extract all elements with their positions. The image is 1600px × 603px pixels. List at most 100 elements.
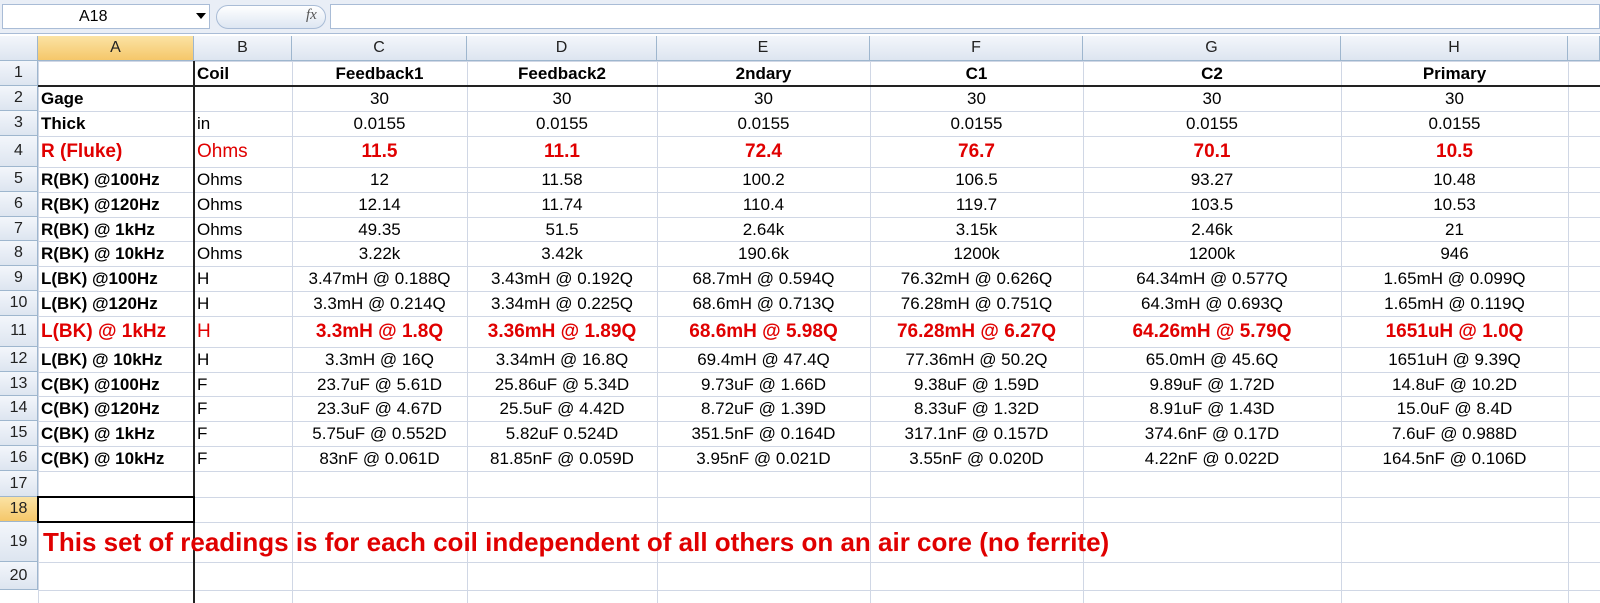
cell[interactable]: 30 xyxy=(552,89,572,108)
cell[interactable]: F xyxy=(197,399,208,418)
cell[interactable]: 76.28mH @ 0.751Q xyxy=(900,294,1053,313)
cell[interactable]: 3.22k xyxy=(358,244,401,263)
cell[interactable]: H xyxy=(197,269,210,288)
cell[interactable]: 10.53 xyxy=(1433,195,1476,214)
note[interactable]: This set of readings is for each coil in… xyxy=(43,527,1110,557)
column-header[interactable]: H xyxy=(1341,36,1568,61)
cell[interactable]: 76.7 xyxy=(958,141,995,162)
cell[interactable]: R(BK) @100Hz xyxy=(41,170,160,189)
cell[interactable]: 1.65mH @ 0.119Q xyxy=(1384,294,1525,313)
cell[interactable]: Primary xyxy=(1422,64,1487,83)
row-header[interactable]: 6 xyxy=(0,192,38,217)
cell[interactable]: 9.73uF @ 1.66D xyxy=(701,374,826,394)
cell[interactable]: 1200k xyxy=(953,244,1000,263)
cell[interactable]: 1.65mH @ 0.099Q xyxy=(1383,269,1526,288)
cell[interactable]: F xyxy=(197,424,208,443)
row-header[interactable]: 13 xyxy=(0,372,38,396)
row-header[interactable]: 1 xyxy=(0,61,38,86)
row-header[interactable]: 3 xyxy=(0,111,38,136)
cell[interactable]: 8.72uF @ 1.39D xyxy=(701,399,826,418)
cell[interactable]: 70.1 xyxy=(1193,141,1231,162)
column-header[interactable]: D xyxy=(467,36,657,61)
cell[interactable]: 1200k xyxy=(1188,244,1236,263)
cell[interactable]: 164.5nF @ 0.106D xyxy=(1382,449,1527,468)
cell[interactable]: 12.14 xyxy=(358,195,401,214)
cell[interactable]: 1651uH @ 1.0Q xyxy=(1385,321,1524,342)
cell[interactable]: 10.5 xyxy=(1436,141,1473,162)
cell[interactable]: 119.7 xyxy=(955,195,998,214)
row-header[interactable]: 2 xyxy=(0,86,38,111)
cell[interactable]: 0.0155 xyxy=(353,114,406,133)
cell[interactable]: 1651uH @ 9.39Q xyxy=(1388,350,1521,369)
cell[interactable]: H xyxy=(197,350,210,369)
cell[interactable]: C2 xyxy=(1201,64,1223,83)
cell[interactable]: 30 xyxy=(967,89,986,108)
cell[interactable]: Feedback2 xyxy=(518,64,606,83)
cell[interactable]: 11.1 xyxy=(544,141,580,162)
cell[interactable]: 103.5 xyxy=(1190,195,1234,214)
cell[interactable]: 83nF @ 0.061D xyxy=(319,449,440,468)
cell[interactable]: 25.5uF @ 4.42D xyxy=(499,399,625,418)
cell[interactable]: 3.34mH @ 0.225Q xyxy=(491,294,633,313)
cell[interactable]: R (Fluke) xyxy=(41,141,123,162)
cell[interactable]: 93.27 xyxy=(1190,170,1234,189)
cell[interactable]: 351.5nF @ 0.164D xyxy=(691,424,836,443)
cell[interactable]: 9.38uF @ 1.59D xyxy=(914,374,1039,394)
cell[interactable]: 7.6uF @ 0.988D xyxy=(1392,424,1517,443)
cell[interactable]: 64.34mH @ 0.577Q xyxy=(1136,269,1288,288)
row-header[interactable]: 15 xyxy=(0,421,38,446)
cell[interactable]: 76.32mH @ 0.626Q xyxy=(900,269,1053,288)
cell[interactable]: 3.55nF @ 0.020D xyxy=(909,449,1044,468)
row-header[interactable]: 10 xyxy=(0,291,38,316)
cell[interactable]: 21 xyxy=(1445,219,1464,239)
cell[interactable]: Ohms xyxy=(197,244,243,263)
cell[interactable]: 76.28mH @ 6.27Q xyxy=(896,321,1056,342)
cell[interactable]: Thick xyxy=(41,114,86,133)
cell[interactable]: C(BK) @ 1kHz xyxy=(41,424,155,443)
cell[interactable]: Coil xyxy=(197,64,230,83)
row-header[interactable]: 4 xyxy=(0,136,38,167)
row-header[interactable]: 8 xyxy=(0,241,38,266)
cell[interactable]: 68.6mH @ 5.98Q xyxy=(689,321,838,342)
cell[interactable]: 3.15k xyxy=(955,219,998,239)
cell[interactable]: 3.3mH @ 0.214Q xyxy=(313,294,446,313)
cell[interactable]: C(BK) @120Hz xyxy=(41,399,160,418)
cell[interactable]: 3.34mH @ 16.8Q xyxy=(495,350,629,369)
cell[interactable]: 68.6mH @ 0.713Q xyxy=(692,294,835,313)
cell[interactable]: Ohms xyxy=(197,170,243,189)
cell[interactable]: 65.0mH @ 45.6Q xyxy=(1145,350,1279,369)
cell[interactable]: C(BK) @ 10kHz xyxy=(41,449,165,468)
cell[interactable]: L(BK) @ 1kHz xyxy=(41,321,167,342)
cell[interactable]: 30 xyxy=(1202,89,1222,108)
cell[interactable]: Ohms xyxy=(197,141,248,162)
cell[interactable]: 2ndary xyxy=(735,64,792,83)
cell[interactable]: R(BK) @120Hz xyxy=(41,195,160,214)
column-header[interactable]: A xyxy=(38,36,194,61)
row-header[interactable]: 16 xyxy=(0,446,38,471)
cell[interactable]: R(BK) @ 1kHz xyxy=(41,219,155,239)
cell[interactable]: 0.0155 xyxy=(1428,114,1481,133)
dropdown-arrow[interactable] xyxy=(196,13,206,19)
cell[interactable]: Feedback1 xyxy=(335,64,424,83)
cell[interactable]: 64.3mH @ 0.693Q xyxy=(1141,294,1283,313)
cell[interactable]: 12 xyxy=(370,170,389,189)
cell[interactable]: H xyxy=(197,294,210,313)
row-header[interactable]: 7 xyxy=(0,217,38,241)
row-header[interactable]: 9 xyxy=(0,266,38,291)
cell[interactable]: 5.82uF 0.524D xyxy=(505,424,619,443)
cell[interactable]: Ohms xyxy=(197,219,243,239)
cell[interactable]: 2.64k xyxy=(742,219,785,239)
cell[interactable]: Gage xyxy=(41,89,84,108)
row-header[interactable]: 14 xyxy=(0,396,38,421)
cell[interactable]: 11.5 xyxy=(361,141,398,162)
cell[interactable]: 3.43mH @ 0.192Q xyxy=(491,269,633,288)
cell[interactable]: 30 xyxy=(370,89,389,108)
cell[interactable]: F xyxy=(197,374,208,394)
column-header[interactable]: F xyxy=(870,36,1083,61)
cell[interactable]: 11.58 xyxy=(541,170,583,189)
cell[interactable]: 77.36mH @ 50.2Q xyxy=(905,350,1048,369)
cell[interactable]: 5.75uF @ 0.552D xyxy=(312,424,447,443)
cell[interactable]: 8.33uF @ 1.32D xyxy=(914,399,1039,418)
cell[interactable]: 23.3uF @ 4.67D xyxy=(317,399,442,418)
cell[interactable]: 3.3mH @ 1.8Q xyxy=(315,321,444,342)
